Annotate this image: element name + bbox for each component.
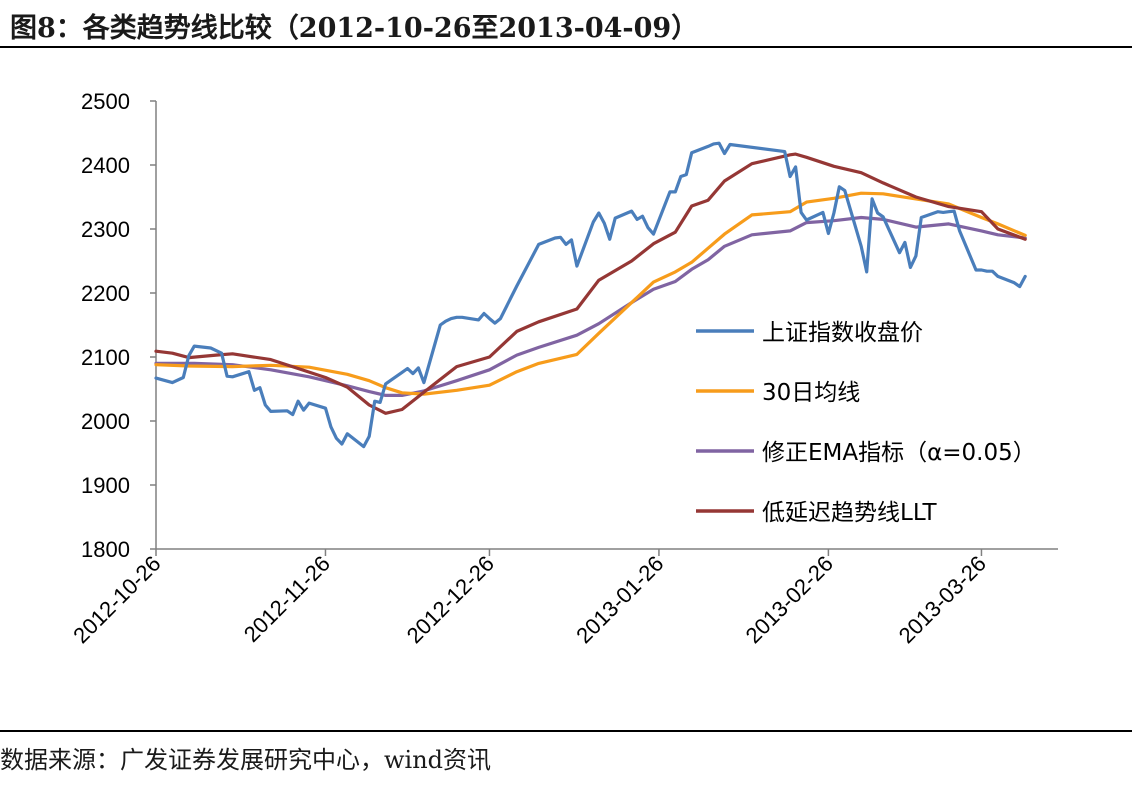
x-tick-label: 2012-10-26 xyxy=(68,551,165,648)
y-tick-label: 2200 xyxy=(81,281,130,306)
y-tick-label: 2300 xyxy=(81,217,130,242)
x-tick-label: 2013-01-26 xyxy=(571,551,668,648)
title-rule xyxy=(0,46,1132,48)
legend-label-2: 修正EMA指标（α=0.05） xyxy=(762,440,1036,466)
y-tick-label: 2400 xyxy=(81,153,130,178)
x-tick-label: 2013-02-26 xyxy=(741,551,838,648)
series-line-1 xyxy=(154,191,1027,396)
legend-label-3: 低延迟趋势线LLT xyxy=(762,500,937,526)
source-note: 数据来源：广发证券发展研究中心，wind资讯 xyxy=(0,746,492,774)
legend-label-1: 30日均线 xyxy=(762,380,860,406)
trend-line-chart: 2500 2400 2300 2200 2100 2000 1900 18002012-10-… xyxy=(68,89,1058,648)
chart-series xyxy=(154,141,1027,449)
series-line-0 xyxy=(154,141,1027,449)
y-tick-label: 1800 xyxy=(81,537,130,562)
y-tick-label: 2000 xyxy=(81,409,130,434)
y-tick-label: 2100 xyxy=(81,345,130,370)
x-tick-label: 2013-03-26 xyxy=(894,551,991,648)
y-tick-label: 1900 xyxy=(81,473,130,498)
series-line-3 xyxy=(154,152,1027,415)
legend-label-0: 上证指数收盘价 xyxy=(762,320,923,346)
figure-title: 图8：各类趋势线比较（2012-10-26至2013-04-09） xyxy=(10,13,699,44)
footer-rule xyxy=(0,730,1132,732)
figure-header: 图8：各类趋势线比较（2012-10-26至2013-04-09） xyxy=(0,0,1132,48)
x-tick-label: 2012-11-26 xyxy=(239,551,335,647)
chart-axes: 2500 2400 2300 2200 2100 2000 1900 18002012-10-… xyxy=(68,89,1058,648)
y-tick-label: 2500 xyxy=(81,89,130,114)
x-tick-label: 2012-12-26 xyxy=(402,551,499,648)
